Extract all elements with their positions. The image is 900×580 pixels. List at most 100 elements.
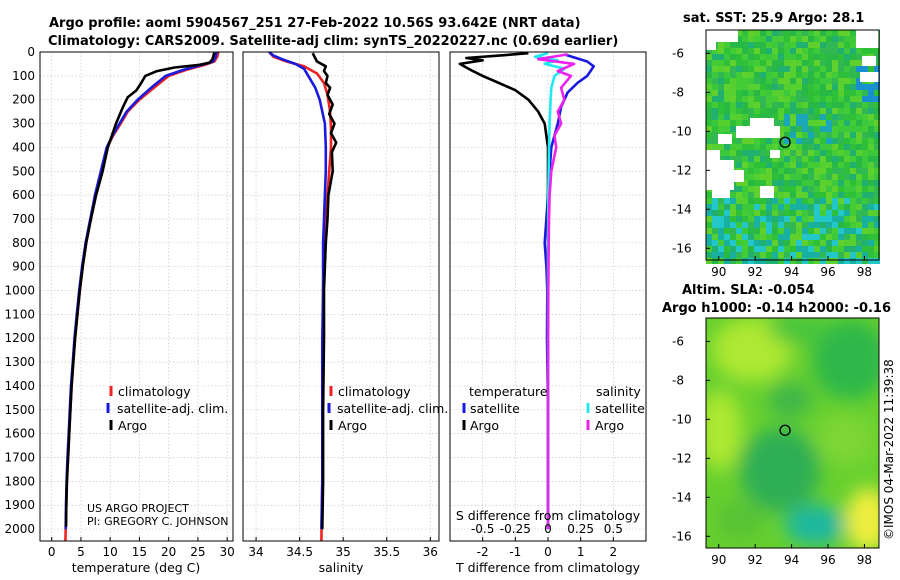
map-y-tick-label: -16: [672, 529, 692, 543]
sst-tile: [766, 54, 772, 60]
sst-tile: [748, 108, 754, 114]
sst-tile: [784, 252, 790, 258]
sst-tile: [808, 168, 814, 174]
sst-tile: [802, 132, 808, 138]
sst-tile: [838, 162, 844, 168]
sst-tile: [820, 204, 826, 210]
sst-tile: [712, 108, 718, 114]
y-tick-label: 100: [12, 69, 35, 83]
sst-tile: [784, 150, 790, 156]
sst-tile: [802, 168, 808, 174]
sst-tile: [856, 192, 862, 198]
sst-tile: [838, 36, 844, 42]
sst-tile: [844, 66, 850, 72]
sst-tile: [808, 102, 814, 108]
sst-tile: [796, 30, 802, 36]
sst-tile: [862, 150, 868, 156]
map-y-tick-label: -14: [672, 490, 692, 504]
sst-tile: [832, 114, 838, 120]
sst-tile: [874, 234, 880, 240]
sst-tile: [820, 222, 826, 228]
sst-tile: [814, 240, 820, 246]
sst-tile: [712, 258, 718, 264]
sst-tile: [724, 258, 730, 264]
sst-tile: [742, 48, 748, 54]
sst-tile: [706, 252, 712, 258]
y-tick-label: 400: [12, 140, 35, 154]
sst-tile: [850, 210, 856, 216]
sst-tile: [862, 66, 868, 72]
sst-tile: [874, 168, 880, 174]
sst-tile: [808, 72, 814, 78]
sst-tile: [790, 186, 796, 192]
sst-tile: [844, 150, 850, 156]
sst-tile: [790, 54, 796, 60]
sst-tile: [766, 204, 772, 210]
sst-tile: [874, 90, 880, 96]
sst-tile: [874, 144, 880, 150]
sst-tile: [748, 192, 754, 198]
sst-tile: [748, 168, 754, 174]
sst-tile: [808, 114, 814, 120]
sst-tile: [754, 168, 760, 174]
salinity-axis-label: salinity: [319, 560, 364, 575]
sst-tile: [754, 60, 760, 66]
sst-tile: [718, 252, 724, 258]
sst-tile: [706, 96, 712, 102]
sst-tile: [790, 162, 796, 168]
sst-tile: [748, 216, 754, 222]
sst-tile: [844, 252, 850, 258]
sst-tile: [850, 126, 856, 132]
sst-tile: [802, 180, 808, 186]
sst-tile: [724, 78, 730, 84]
sst-tile: [826, 252, 832, 258]
sst-tile: [712, 246, 718, 252]
sst-tile: [826, 198, 832, 204]
sst-tile: [790, 30, 796, 36]
sst-tile: [850, 90, 856, 96]
sst-tile: [760, 72, 766, 78]
sst-tile: [832, 36, 838, 42]
sst-tile: [838, 54, 844, 60]
sst-tile: [736, 186, 742, 192]
sst-tile: [838, 96, 844, 102]
sst-tile: [820, 48, 826, 54]
sst-tile: [784, 228, 790, 234]
sst-tile: [838, 102, 844, 108]
sst-tile: [796, 84, 802, 90]
sst-tile: [742, 222, 748, 228]
sst-tile: [802, 90, 808, 96]
sst-tile: [826, 114, 832, 120]
x-tick-label: 15: [132, 545, 147, 559]
sst-tile: [784, 174, 790, 180]
sst-tile: [868, 198, 874, 204]
sst-tile: [838, 66, 844, 72]
sst-tile: [838, 198, 844, 204]
sst-tile: [754, 48, 760, 54]
sst-tile: [778, 66, 784, 72]
sst-tile: [754, 144, 760, 150]
sst-tile: [790, 66, 796, 72]
figure-title-line2: Climatology: CARS2009. Satellite-adj cli…: [48, 34, 618, 49]
sst-tile: [850, 156, 856, 162]
sst-tile: [826, 216, 832, 222]
sst-tile: [748, 186, 754, 192]
sst-tile: [874, 162, 880, 168]
legend-t-satellite: satellite: [470, 401, 520, 416]
sst-tile: [784, 258, 790, 264]
t-difference-axis-label: T difference from climatology: [455, 560, 641, 575]
sst-tile: [748, 180, 754, 186]
sst-tile: [760, 210, 766, 216]
sst-tile: [796, 42, 802, 48]
sst-tile: [784, 66, 790, 72]
sst-tile: [796, 138, 802, 144]
sst-tile: [844, 198, 850, 204]
sst-tile: [820, 36, 826, 42]
sst-tile: [730, 252, 736, 258]
sst-tile: [802, 54, 808, 60]
sst-tile: [850, 102, 856, 108]
sst-tile: [862, 108, 868, 114]
sst-tile: [874, 210, 880, 216]
sst-tile: [826, 42, 832, 48]
sst-tile: [814, 204, 820, 210]
